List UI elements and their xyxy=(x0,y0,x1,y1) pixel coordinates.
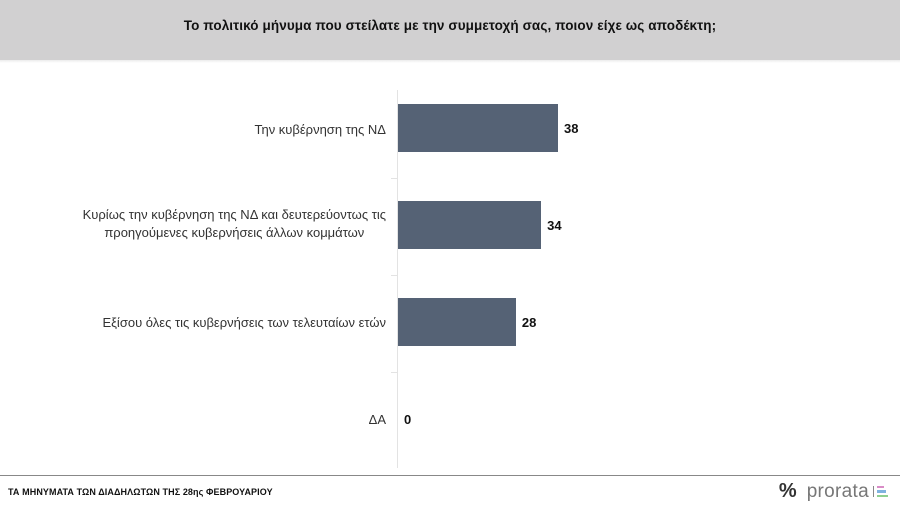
category-label: ΔΑ xyxy=(368,412,386,427)
footer-divider xyxy=(0,475,900,476)
value-label: 0 xyxy=(404,412,412,427)
category-axis xyxy=(397,90,398,468)
chart-title: Το πολιτικό μήνυμα που στείλατε με την σ… xyxy=(183,18,717,33)
category-label: Την κυβέρνηση της ΝΔ xyxy=(254,122,386,137)
value-label: 38 xyxy=(564,121,579,136)
prorata-logo: % prorata xyxy=(779,480,888,503)
bar xyxy=(398,201,542,249)
value-label: 34 xyxy=(547,218,562,233)
category-label: Κυρίως την κυβέρνηση της ΝΔ και δευτερεύ… xyxy=(82,207,386,240)
banner-shadow xyxy=(0,60,900,63)
bar xyxy=(398,298,516,346)
bar xyxy=(398,104,558,152)
axis-tick xyxy=(391,178,397,179)
logo-bar xyxy=(877,485,884,489)
logo-wordmark: prorata xyxy=(806,480,869,502)
axis-tick xyxy=(391,372,397,373)
value-label: 28 xyxy=(521,315,537,330)
logo-bars-icon xyxy=(873,485,888,498)
footer-caption: ΤΑ ΜΗΝΥΜΑΤΑ ΤΩΝ ΔΙΑΔΗΛΩΤΩΝ ΤΗΣ 28ης ΦΕΒΡ… xyxy=(8,487,273,497)
category-label: Εξίσου όλες τις κυβερνήσεις των τελευταί… xyxy=(102,315,386,330)
axis-tick xyxy=(391,275,397,276)
title-banner: Το πολιτικό μήνυμα που στείλατε με την σ… xyxy=(0,0,900,60)
percent-icon: % xyxy=(778,480,797,502)
logo-bar xyxy=(877,494,888,498)
logo-bar xyxy=(877,490,886,493)
